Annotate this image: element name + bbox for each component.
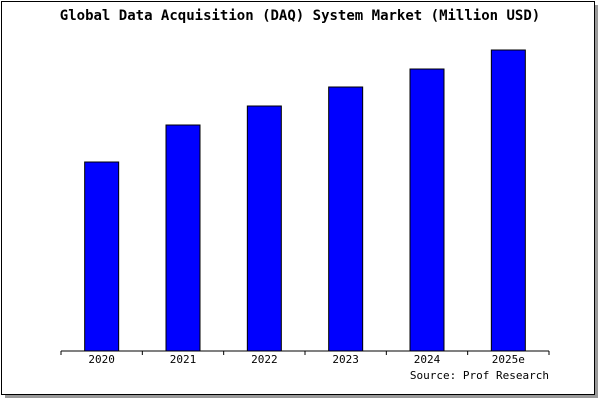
x-tick-label: 2023 — [332, 353, 359, 366]
bar — [328, 86, 364, 352]
x-tick-label: 2024 — [414, 353, 441, 366]
chart-title: Global Data Acquisition (DAQ) System Mar… — [60, 8, 540, 24]
bar — [490, 49, 526, 352]
source: Source: Prof Research — [410, 369, 549, 382]
bar — [165, 124, 201, 352]
bar — [409, 68, 445, 352]
bar — [84, 161, 120, 352]
x-tick-label: 2022 — [251, 353, 278, 366]
bar — [246, 105, 282, 352]
x-tick-label: 2021 — [170, 353, 197, 366]
x-tick-label: 2020 — [88, 353, 115, 366]
x-tick-label: 2025e — [492, 353, 525, 366]
